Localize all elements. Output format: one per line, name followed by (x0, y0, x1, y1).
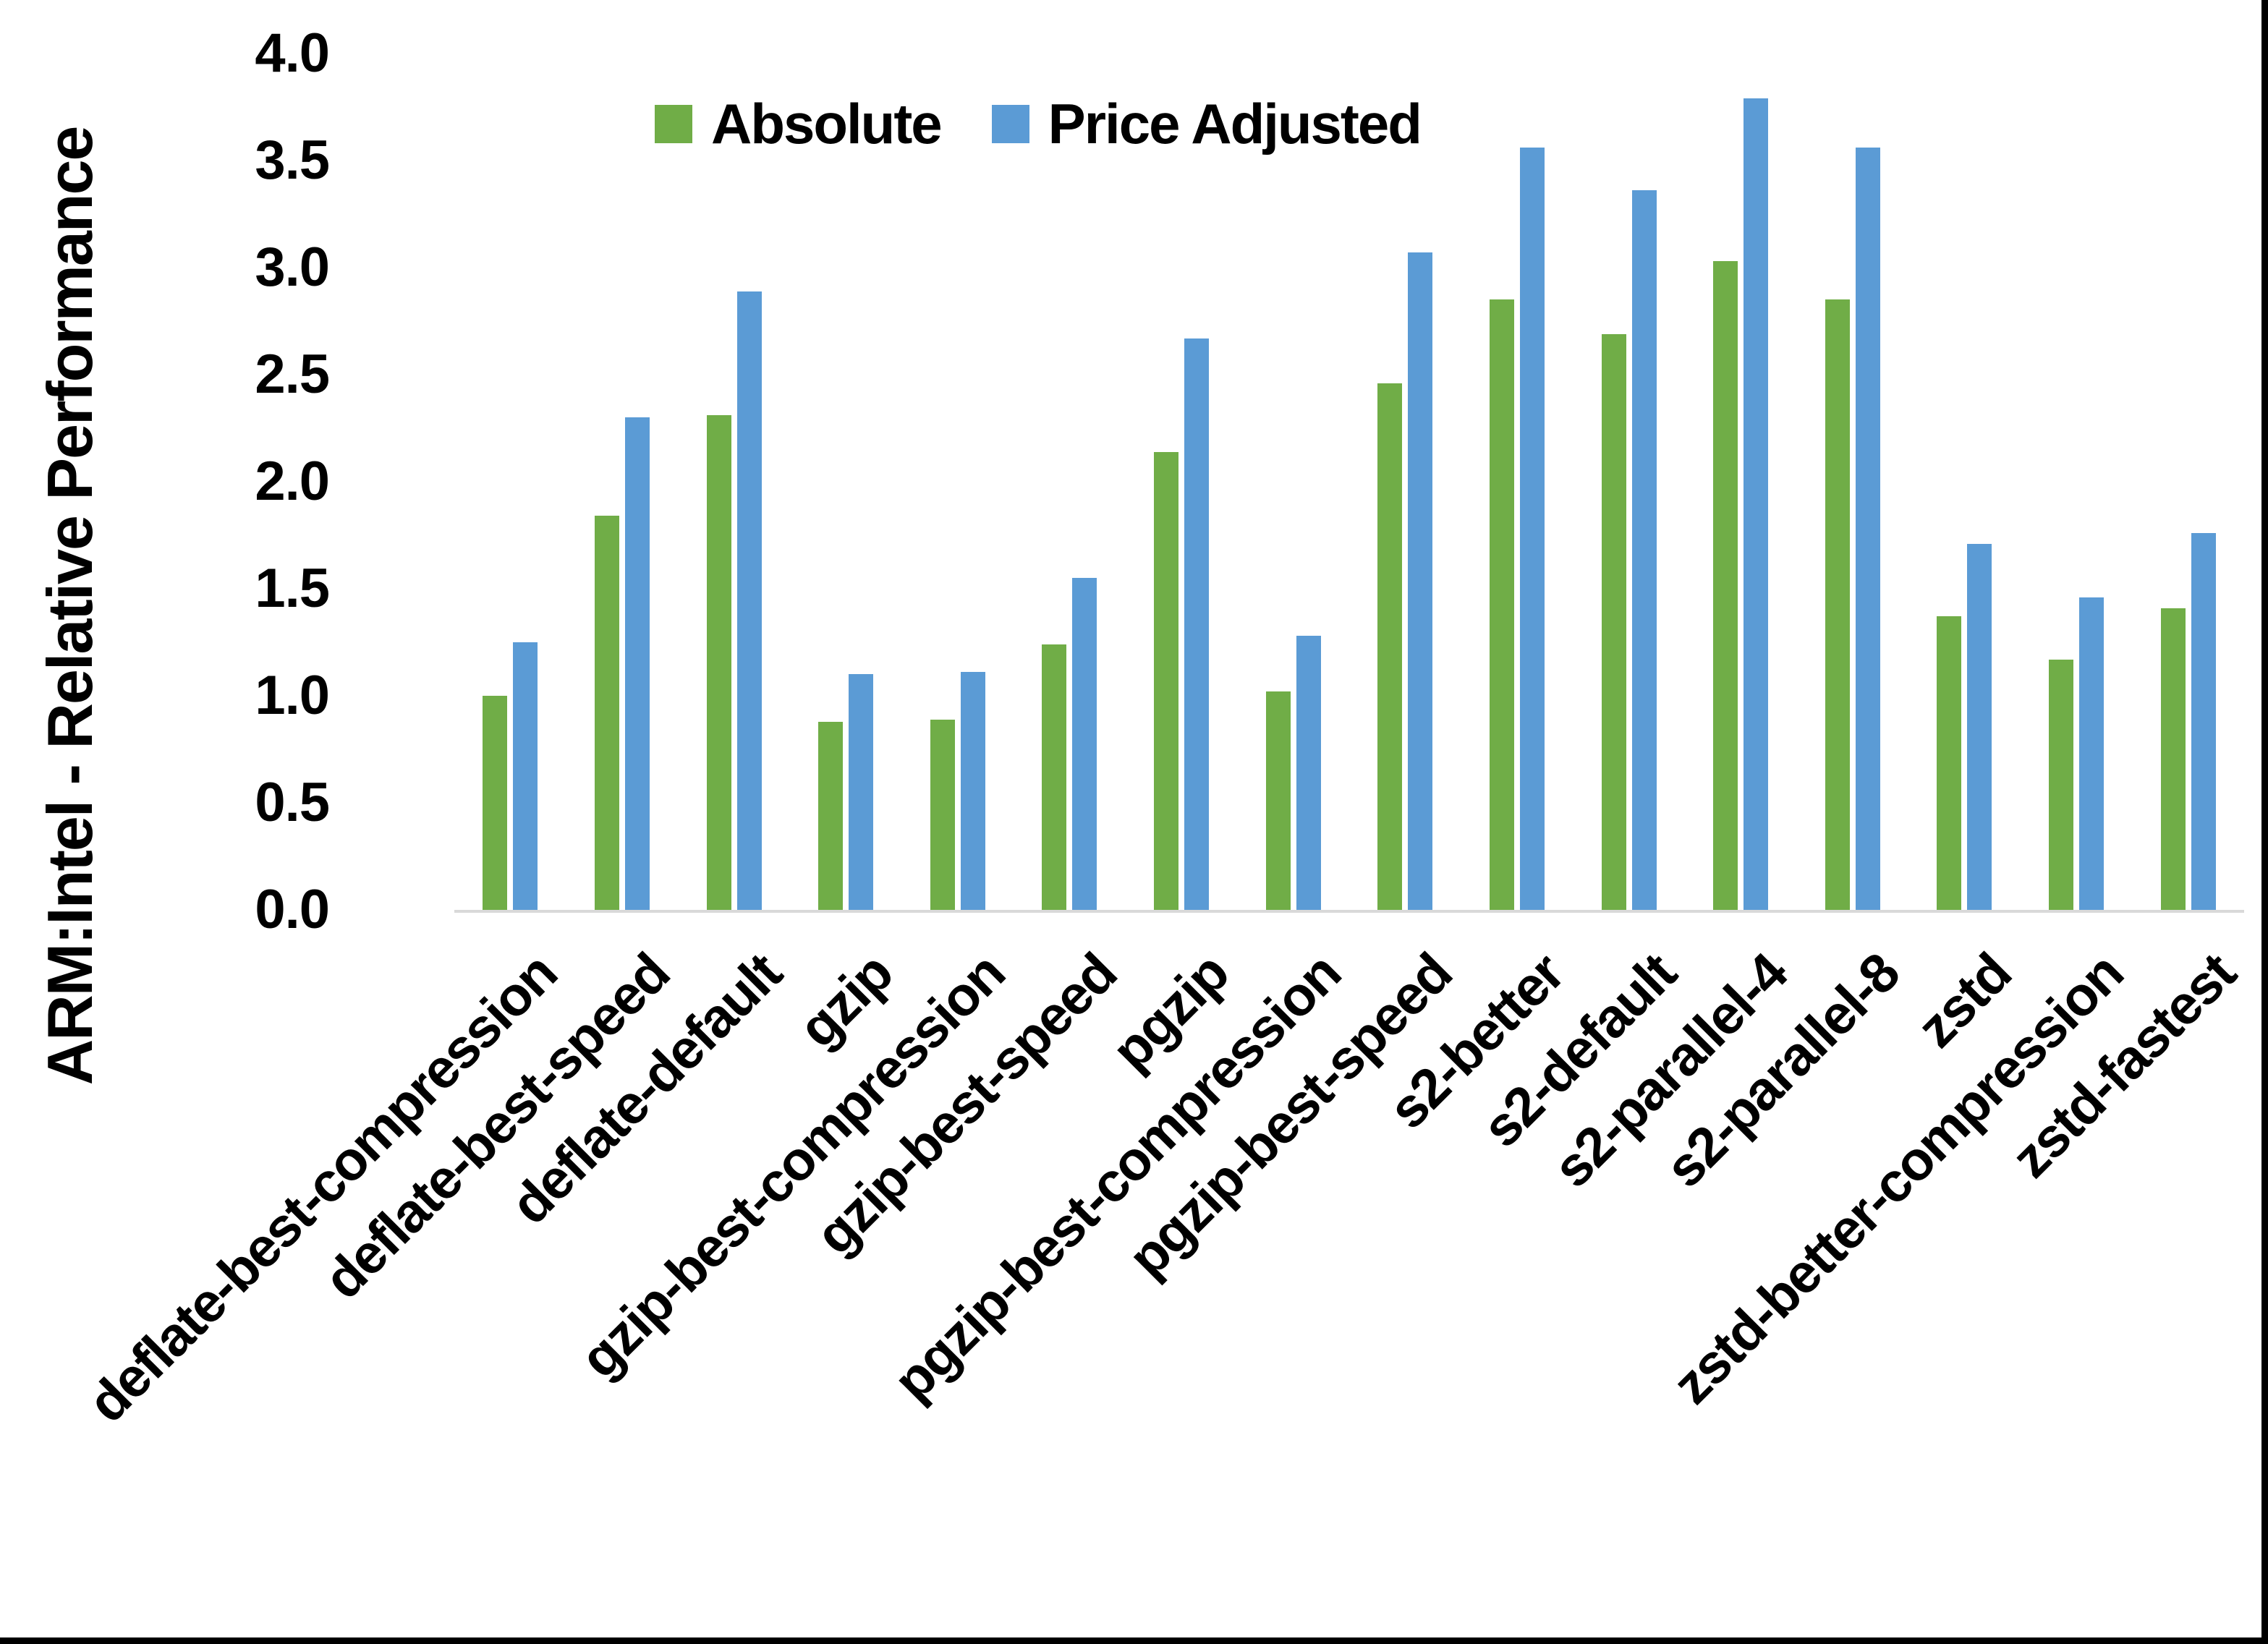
bar-absolute (1490, 299, 1514, 910)
legend-label: Absolute (711, 92, 943, 156)
legend-swatch-icon (991, 105, 1029, 143)
bar-price-adjusted (1632, 190, 1657, 910)
y-axis-tick-label: 0.0 (255, 879, 330, 940)
legend-label: Price Adjusted (1048, 92, 1422, 156)
y-axis-tick-label: 0.5 (255, 772, 330, 833)
y-axis-tick-label: 1.5 (255, 558, 330, 619)
bar-absolute (595, 516, 619, 910)
y-axis-tick-label: 3.5 (255, 129, 330, 191)
bar-price-adjusted (1408, 252, 1432, 910)
x-axis-category-label-text: deflate-best-compression (76, 942, 569, 1434)
bar-absolute (2161, 608, 2186, 910)
y-axis-tick-label: 2.5 (255, 344, 330, 405)
legend-swatch-icon (655, 105, 692, 143)
bar-absolute (1377, 383, 1402, 910)
bar-absolute (1937, 616, 1961, 910)
y-axis-tick-label: 3.0 (255, 237, 330, 298)
bar-absolute (930, 720, 955, 910)
bar-price-adjusted (849, 674, 873, 910)
bar-absolute (707, 415, 731, 910)
bar-absolute (818, 722, 843, 910)
bar-absolute (2049, 660, 2073, 910)
bar-absolute (1154, 452, 1178, 910)
bar-price-adjusted (1967, 544, 1992, 910)
bar-price-adjusted (1296, 636, 1321, 910)
bar-absolute (1266, 691, 1291, 910)
bar-absolute (483, 696, 507, 910)
bar-price-adjusted (625, 417, 650, 910)
bar-price-adjusted (1744, 98, 1768, 910)
bar-absolute (1713, 261, 1738, 910)
bar-absolute (1602, 334, 1626, 910)
frame-border-bottom (0, 1637, 2268, 1644)
x-axis-line (454, 910, 2244, 913)
y-axis-title: ARM:Intel - Relative Performance (34, 127, 106, 1086)
bar-absolute (1042, 644, 1066, 910)
bar-price-adjusted (513, 642, 538, 910)
bar-price-adjusted (1184, 338, 1209, 910)
y-axis-tick-label: 4.0 (255, 22, 330, 84)
legend-item-price-adjusted: Price Adjusted (991, 91, 1422, 157)
legend-item-absolute: Absolute (655, 91, 943, 157)
y-axis-tick-label: 2.0 (255, 451, 330, 512)
frame-border-right (2261, 0, 2268, 1644)
bar-price-adjusted (1856, 148, 1880, 910)
y-axis-tick-label: 1.0 (255, 665, 330, 726)
bar-price-adjusted (2191, 533, 2216, 910)
bar-price-adjusted (737, 291, 762, 910)
legend: Absolute Price Adjusted (655, 91, 1422, 157)
bar-price-adjusted (1520, 148, 1545, 910)
bar-absolute (1825, 299, 1850, 910)
bar-price-adjusted (961, 672, 985, 910)
bar-price-adjusted (1072, 578, 1097, 910)
bar-price-adjusted (2079, 597, 2104, 910)
